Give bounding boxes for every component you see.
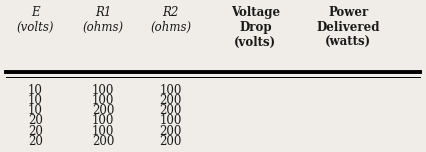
Text: 200: 200: [92, 135, 114, 148]
Text: 20: 20: [28, 114, 43, 127]
Text: 10: 10: [28, 104, 43, 117]
Text: 100: 100: [92, 125, 114, 138]
Text: R2
(ohms): R2 (ohms): [150, 6, 191, 34]
Text: 100: 100: [92, 94, 114, 107]
Text: Power
Delivered
(watts): Power Delivered (watts): [317, 6, 380, 49]
Text: 100: 100: [92, 84, 114, 97]
Text: 10: 10: [28, 84, 43, 97]
Text: 200: 200: [159, 125, 182, 138]
Text: R1
(ohms): R1 (ohms): [82, 6, 124, 34]
Text: 20: 20: [28, 135, 43, 148]
Text: 200: 200: [159, 94, 182, 107]
Text: E
(volts): E (volts): [17, 6, 54, 34]
Text: 100: 100: [159, 84, 182, 97]
Text: 100: 100: [159, 114, 182, 127]
Text: 100: 100: [92, 114, 114, 127]
Text: Voltage
Drop
(volts): Voltage Drop (volts): [231, 6, 280, 49]
Text: 200: 200: [92, 104, 114, 117]
Text: 20: 20: [28, 125, 43, 138]
Text: 200: 200: [159, 135, 182, 148]
Text: 200: 200: [159, 104, 182, 117]
Text: 10: 10: [28, 94, 43, 107]
